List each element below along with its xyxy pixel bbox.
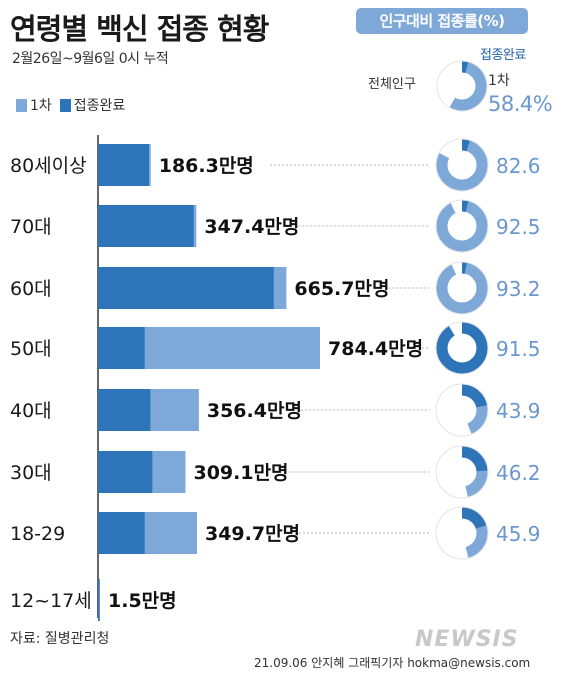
legend-first-swatch	[16, 98, 27, 112]
subtitle: 2월26일~9월6일 0시 누적	[12, 51, 169, 67]
value-label-6: 349.7만명	[205, 523, 300, 545]
rate-6-ring-complete	[436, 507, 488, 559]
rate-4-ring-outline	[435, 383, 489, 437]
value-label-2: 665.7만명	[294, 278, 389, 300]
rate-label-1: 92.5	[496, 215, 541, 239]
rate-1-ring-complete	[436, 200, 488, 252]
rate-5-ring-outline	[435, 445, 489, 499]
bar-complete-7	[98, 579, 100, 621]
bar-complete-1	[98, 205, 194, 247]
rate-label-0: 82.6	[496, 154, 541, 178]
value-label-3: 784.4만명	[328, 338, 423, 360]
category-label-1: 70대	[10, 216, 52, 238]
bar-complete-6	[98, 512, 145, 554]
page-title: 연령별 백신 접종 현황	[10, 12, 269, 46]
value-label-4: 356.4만명	[207, 400, 302, 422]
bar-complete-4	[98, 389, 151, 431]
rate-label-5: 46.2	[496, 461, 541, 485]
legend-complete-swatch	[59, 98, 71, 112]
rate-3-ring-complete	[436, 322, 488, 374]
bar-complete-2	[98, 267, 274, 309]
credit-line: 21.09.06 안지혜 그래픽기자 hokma@newsis.com	[254, 656, 531, 670]
total-ring-outline	[436, 60, 488, 112]
legend-complete-label: 접종완료	[73, 98, 126, 114]
category-label-3: 50대	[10, 338, 52, 360]
total-first-pct: 58.4%	[488, 92, 553, 116]
rate-0-ring-outline	[435, 138, 489, 192]
category-label-6: 18-29	[10, 523, 65, 545]
source-note: 자료: 질병관리청	[10, 631, 110, 647]
rate-4-ring-complete	[436, 384, 488, 436]
value-label-0: 186.3만명	[159, 155, 254, 177]
value-label-7: 1.5만명	[108, 590, 177, 612]
rate-badge: 인구대비 접종률(%)	[356, 8, 528, 34]
value-label-5: 309.1만명	[193, 462, 288, 484]
total-population-label: 전체인구	[368, 77, 416, 92]
legend: 1차 접종완료	[16, 95, 125, 115]
rate-5-ring-complete	[436, 446, 488, 498]
total-ring-complete	[437, 61, 487, 111]
category-label-5: 30대	[10, 462, 52, 484]
legend-first-label: 1차	[30, 98, 52, 114]
newsis-logo: NEWSIS	[415, 627, 519, 652]
rate-1-ring-outline	[435, 199, 489, 253]
bar-complete-3	[98, 327, 145, 369]
rate-label-3: 91.5	[496, 337, 541, 361]
rate-6-ring-outline	[435, 506, 489, 560]
category-label-0: 80세이상	[10, 155, 87, 177]
rate-label-2: 93.2	[496, 277, 541, 301]
category-label-4: 40대	[10, 400, 52, 422]
bar-complete-5	[98, 451, 153, 493]
total-first-label: 1차	[488, 73, 510, 89]
total-complete-label: 접종완료	[480, 48, 526, 63]
category-label-2: 60대	[10, 278, 52, 300]
rate-label-4: 43.9	[496, 399, 541, 423]
rate-3-ring-outline	[435, 321, 489, 375]
rate-2-ring-outline	[435, 261, 489, 315]
rate-0-ring-complete	[436, 139, 488, 191]
value-label-1: 347.4만명	[204, 216, 299, 238]
category-label-7: 12~17세	[10, 590, 92, 612]
rate-label-6: 45.9	[496, 522, 541, 546]
bar-complete-0	[98, 144, 149, 186]
rate-2-ring-complete	[436, 262, 488, 314]
